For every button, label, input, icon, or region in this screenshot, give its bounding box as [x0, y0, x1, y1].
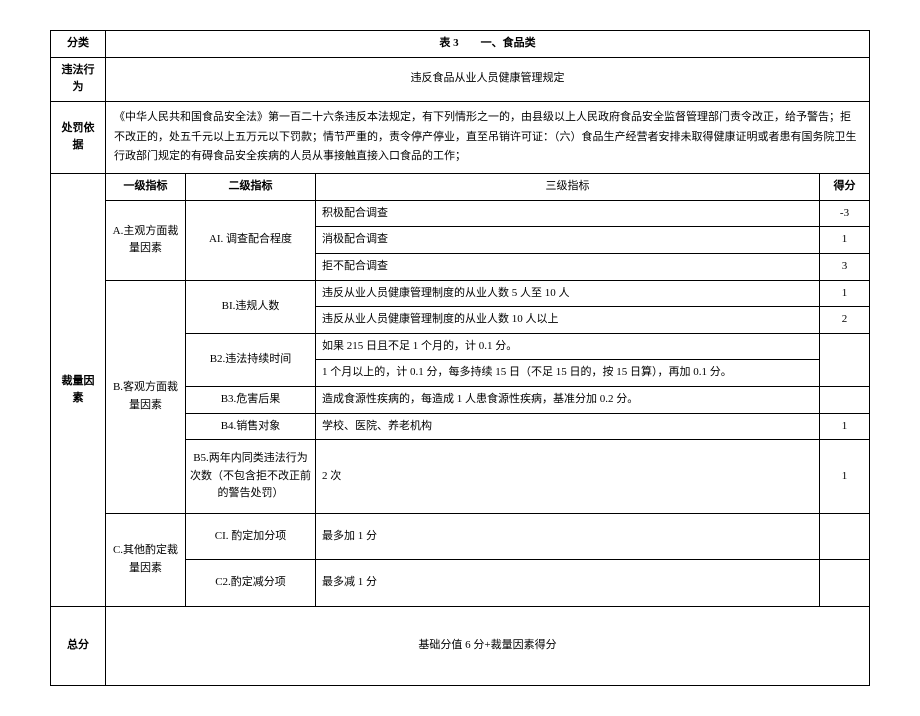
- b4-name: B4.销售对象: [186, 413, 316, 440]
- b2-name: B2.违法持续时间: [186, 333, 316, 386]
- b5-desc: 2 次: [316, 440, 820, 514]
- b4-score: 1: [820, 413, 870, 440]
- total-value: 基础分值 6 分+裁量因素得分: [106, 607, 870, 686]
- a1-row1-desc: 消极配合调查: [316, 227, 820, 254]
- category-label: 分类: [51, 31, 106, 58]
- action-value: 违反食品从业人员健康管理规定: [106, 57, 870, 101]
- b3-desc: 造成食源性疾病的，每造成 1 人患食源性疾病，基准分加 0.2 分。: [316, 386, 820, 413]
- c1-name: CI. 酌定加分项: [186, 513, 316, 560]
- total-label: 总分: [51, 607, 106, 686]
- action-label: 违法行为: [51, 57, 106, 101]
- c2-desc: 最多减 1 分: [316, 560, 820, 607]
- b2-row1-desc: 1 个月以上的，计 0.1 分，每多持续 15 日（不足 15 日的，按 15 …: [316, 360, 820, 387]
- b2-row0-desc: 如果 215 日且不足 1 个月的，计 0.1 分。: [316, 333, 820, 360]
- c2-name: C2.酌定减分项: [186, 560, 316, 607]
- a-name: A.主观方面裁量因素: [106, 200, 186, 280]
- c-name: C.其他酌定裁量因素: [106, 513, 186, 606]
- c1-score: [820, 513, 870, 560]
- score-header: 得分: [820, 174, 870, 201]
- factor-label: 裁量因素: [51, 174, 106, 607]
- a1-row0-score: -3: [820, 200, 870, 227]
- a1-row0-desc: 积极配合调查: [316, 200, 820, 227]
- penalty-table: 分类 表 3 一、食品类 违法行为 违反食品从业人员健康管理规定 处罚依据 《中…: [50, 30, 870, 686]
- b1-row1-desc: 违反从业人员健康管理制度的从业人数 10 人以上: [316, 307, 820, 334]
- a1-row2-desc: 拒不配合调查: [316, 253, 820, 280]
- b1-row0-desc: 违反从业人员健康管理制度的从业人数 5 人至 10 人: [316, 280, 820, 307]
- a1-name: AI. 调查配合程度: [186, 200, 316, 280]
- b-name: B.客观方面裁量因素: [106, 280, 186, 513]
- b1-name: BI.违规人数: [186, 280, 316, 333]
- level3-header: 三级指标: [316, 174, 820, 201]
- b3-score: [820, 386, 870, 413]
- b2-score: [820, 333, 870, 386]
- basis-label: 处罚依据: [51, 101, 106, 173]
- b5-score: 1: [820, 440, 870, 514]
- basis-value: 《中华人民共和国食品安全法》第一百二十六条违反本法规定，有下列情形之一的，由县级…: [106, 101, 870, 173]
- b1-row1-score: 2: [820, 307, 870, 334]
- table-title: 表 3 一、食品类: [106, 31, 870, 58]
- level2-header: 二级指标: [186, 174, 316, 201]
- b4-desc: 学校、医院、养老机构: [316, 413, 820, 440]
- level1-header: 一级指标: [106, 174, 186, 201]
- b5-name: B5.两年内同类违法行为次数（不包含拒不改正前的警告处罚）: [186, 440, 316, 514]
- a1-row1-score: 1: [820, 227, 870, 254]
- b3-name: B3.危害后果: [186, 386, 316, 413]
- a1-row2-score: 3: [820, 253, 870, 280]
- c2-score: [820, 560, 870, 607]
- b1-row0-score: 1: [820, 280, 870, 307]
- c1-desc: 最多加 1 分: [316, 513, 820, 560]
